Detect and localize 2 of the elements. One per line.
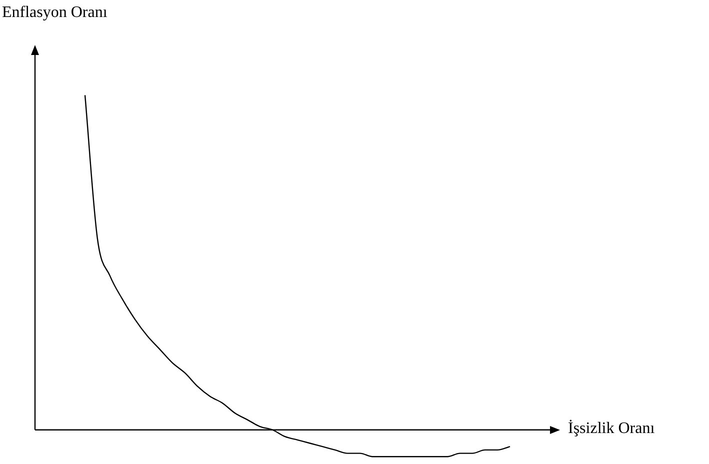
y-axis-title: Enflasyon Oranı xyxy=(2,4,108,22)
x-axis-title: İşsizlik Oranı xyxy=(568,420,655,438)
